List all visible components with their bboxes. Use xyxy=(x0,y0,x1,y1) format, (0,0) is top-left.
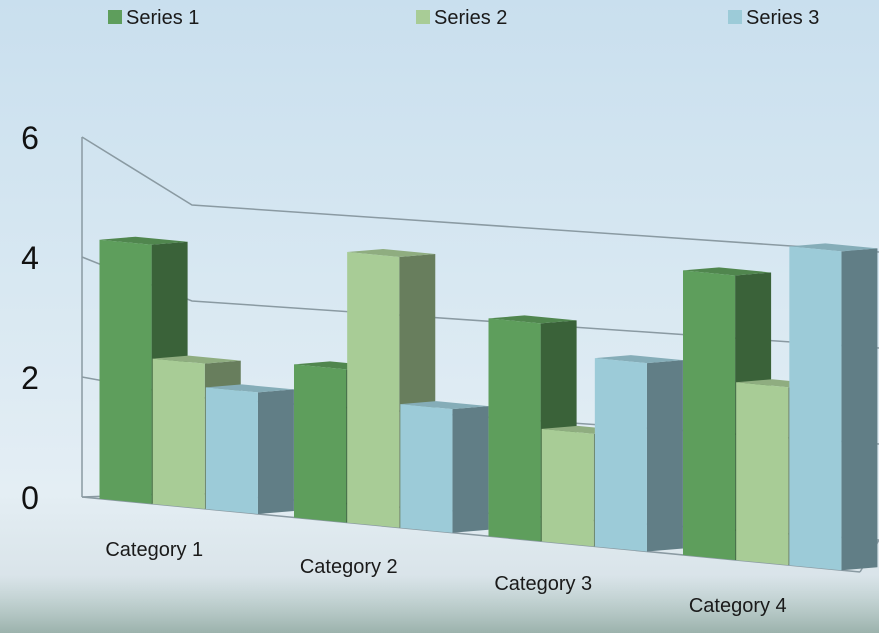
legend-label: Series 3 xyxy=(746,7,819,29)
bar-top-face xyxy=(683,267,772,276)
bar-side-face xyxy=(841,248,878,571)
bar-top-face xyxy=(488,315,577,324)
bar-top-face xyxy=(400,401,489,410)
gridline-6 xyxy=(81,136,879,253)
bar-front-face xyxy=(594,358,647,552)
legend-swatch xyxy=(108,10,122,24)
bar-front-face xyxy=(347,251,400,528)
bar-side-face xyxy=(257,389,294,514)
bar-front-face xyxy=(152,358,205,509)
bar-side-face xyxy=(646,360,683,552)
legend-item: Series 3 xyxy=(728,7,819,29)
bar-front-face xyxy=(541,428,594,547)
category-label: Category 1 xyxy=(105,539,203,561)
grass-background xyxy=(0,575,879,633)
bars xyxy=(99,236,878,571)
bar-top-face xyxy=(99,236,188,245)
bar-front-face xyxy=(99,239,152,504)
category-label: Category 2 xyxy=(300,556,398,578)
bar-top-face xyxy=(152,355,241,364)
legend-item: Series 2 xyxy=(416,7,507,29)
category-label: Category 3 xyxy=(494,573,592,595)
bar-front-face xyxy=(488,318,541,542)
bar-top-face xyxy=(205,384,294,393)
bar-front-face xyxy=(205,387,258,514)
bar-front-face xyxy=(400,404,453,533)
bar-top-face xyxy=(789,243,878,252)
bar-3-3 xyxy=(594,355,683,552)
bar-4-3 xyxy=(789,243,878,571)
category-labels: Category 1 Category 2 Category 3 Category 4 xyxy=(105,539,786,617)
bar-1-3 xyxy=(205,384,294,514)
legend-label: Series 1 xyxy=(126,7,199,29)
bar-2-3 xyxy=(400,401,489,533)
legend: Series 1 Series 2 Series 3 xyxy=(108,7,819,29)
category-label: Category 4 xyxy=(689,595,787,617)
legend-label: Series 2 xyxy=(434,7,507,29)
y-tick-label: 6 xyxy=(21,120,39,156)
bar-front-face xyxy=(789,246,842,571)
legend-item: Series 1 xyxy=(108,7,199,29)
bar-top-face xyxy=(594,355,683,364)
bar-front-face xyxy=(294,364,347,523)
legend-swatch xyxy=(728,10,742,24)
bar-front-face xyxy=(683,270,736,560)
bar-front-face xyxy=(736,382,789,566)
y-tick-label: 2 xyxy=(21,360,39,396)
bar-top-face xyxy=(347,248,436,257)
bar-side-face xyxy=(452,406,489,533)
y-tick-label: 0 xyxy=(21,480,39,516)
y-tick-label: 4 xyxy=(21,240,39,276)
y-axis-ticks: 0 2 4 6 xyxy=(21,120,39,516)
legend-swatch xyxy=(416,10,430,24)
